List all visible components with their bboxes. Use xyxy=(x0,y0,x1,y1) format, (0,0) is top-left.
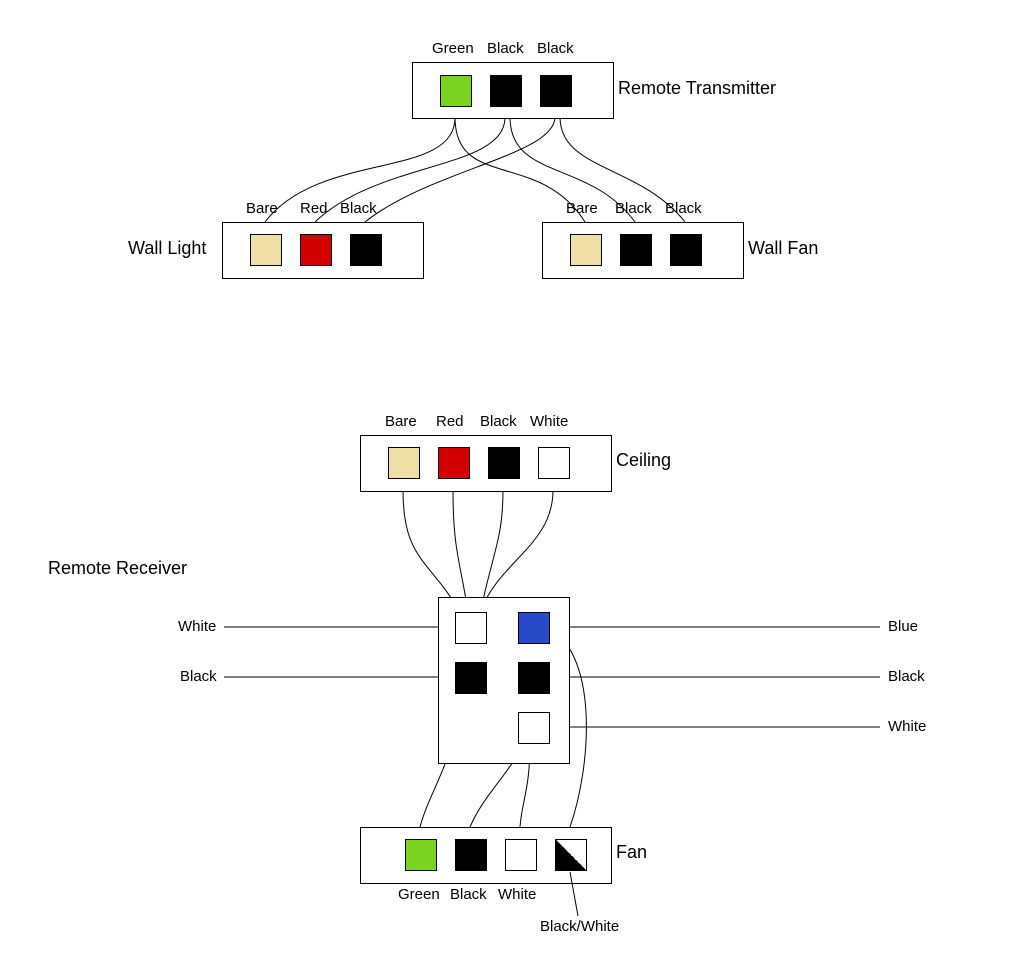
wire-label: Black xyxy=(480,413,517,430)
wire-label: Black xyxy=(537,40,574,57)
wire-label: Red xyxy=(436,413,464,430)
box-label: Remote Transmitter xyxy=(618,78,776,99)
terminal-bare xyxy=(250,234,282,266)
terminal-red xyxy=(438,447,470,479)
wire-label: Black xyxy=(487,40,524,57)
terminal-black xyxy=(490,75,522,107)
wire-label: Black/White xyxy=(540,918,619,935)
terminal-blue xyxy=(518,612,550,644)
wire-label: Black xyxy=(888,668,925,685)
box-label: Wall Fan xyxy=(748,238,818,259)
wire-label: Black xyxy=(450,886,487,903)
wire-label: Black xyxy=(615,200,652,217)
terminal-green xyxy=(440,75,472,107)
wire-label: Black xyxy=(340,200,377,217)
box-label: Remote Receiver xyxy=(48,558,187,579)
terminal-black xyxy=(455,662,487,694)
terminal-black xyxy=(350,234,382,266)
terminal-black xyxy=(455,839,487,871)
terminal-bare xyxy=(570,234,602,266)
terminal-red xyxy=(300,234,332,266)
terminal-black xyxy=(540,75,572,107)
wire-label: White xyxy=(178,618,216,635)
terminal-bare xyxy=(388,447,420,479)
terminal-blackwhite xyxy=(555,839,587,871)
wire-label: Blue xyxy=(888,618,918,635)
terminal-black xyxy=(670,234,702,266)
box-label: Wall Light xyxy=(128,238,206,259)
wire-label: Black xyxy=(180,668,217,685)
wire-label: Green xyxy=(398,886,440,903)
terminal-black xyxy=(488,447,520,479)
terminal-white xyxy=(455,612,487,644)
terminal-black xyxy=(620,234,652,266)
wire-label: Green xyxy=(432,40,474,57)
wire-label: Bare xyxy=(385,413,417,430)
terminal-black xyxy=(518,662,550,694)
wire-label: Black xyxy=(665,200,702,217)
terminal-white xyxy=(518,712,550,744)
wire-label: White xyxy=(530,413,568,430)
terminal-green xyxy=(405,839,437,871)
wire-label: White xyxy=(888,718,926,735)
wire-label: White xyxy=(498,886,536,903)
wire-label: Bare xyxy=(566,200,598,217)
wire-label: Red xyxy=(300,200,328,217)
wire-label: Bare xyxy=(246,200,278,217)
terminal-white xyxy=(505,839,537,871)
box-label: Fan xyxy=(616,842,647,863)
box-label: Ceiling xyxy=(616,450,671,471)
terminal-white xyxy=(538,447,570,479)
